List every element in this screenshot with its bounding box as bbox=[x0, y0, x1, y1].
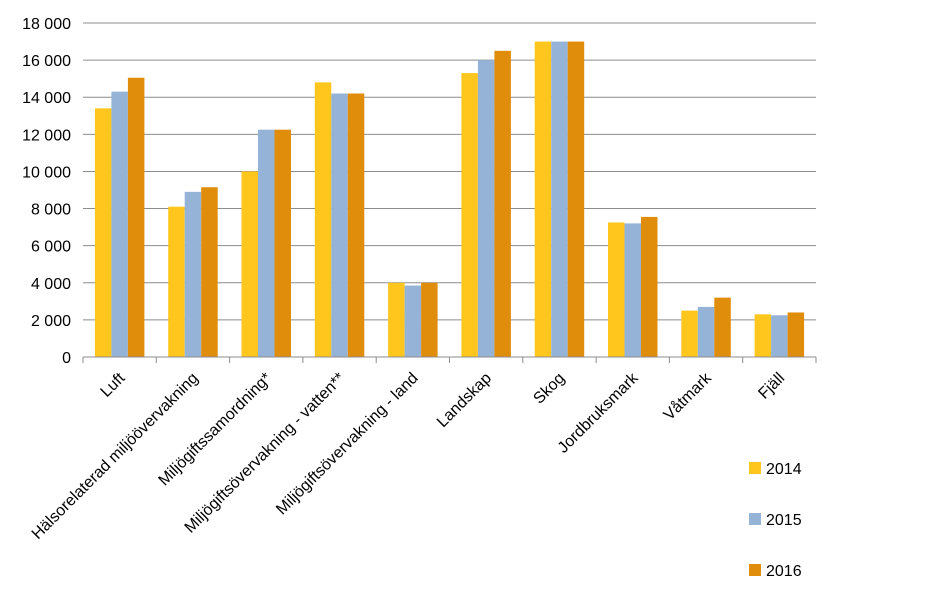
bar-2014 bbox=[388, 282, 405, 357]
legend-label-2014: 2014 bbox=[766, 461, 802, 478]
legend: 2014 2015 2016 bbox=[749, 461, 802, 580]
y-tick-label: 18 000 bbox=[22, 16, 71, 33]
x-category-label: Fjäll bbox=[755, 370, 788, 403]
bar-2014 bbox=[534, 41, 552, 358]
bar-2014 bbox=[94, 108, 112, 357]
bar-2016 bbox=[201, 187, 218, 357]
legend-swatch-2016 bbox=[749, 564, 761, 576]
bar-2014 bbox=[461, 73, 478, 357]
bar-2016 bbox=[641, 216, 658, 357]
x-category-label: Miljögiftsövervakning - vatten** bbox=[182, 370, 349, 537]
bar-2016 bbox=[347, 93, 365, 357]
bar-2016 bbox=[494, 50, 511, 357]
y-axis-ticks: 0 2 000 4 000 6 000 8 000 10 000 12 000 14 000 1… bbox=[22, 16, 71, 367]
y-tick-label: 0 bbox=[62, 350, 71, 367]
bar-2014 bbox=[681, 310, 698, 357]
bar-2014 bbox=[241, 171, 258, 357]
legend-swatch-2014 bbox=[749, 462, 761, 474]
bar-2015 bbox=[697, 306, 715, 357]
y-tick-label: 14 000 bbox=[22, 90, 71, 107]
bar-2015 bbox=[404, 285, 422, 357]
x-axis bbox=[82, 356, 817, 363]
legend-label-2016: 2016 bbox=[766, 563, 802, 580]
legend-label-2015: 2015 bbox=[766, 512, 802, 529]
bar-2015 bbox=[624, 223, 641, 357]
y-tick-label: 6 000 bbox=[31, 239, 71, 256]
bar-2016 bbox=[421, 282, 438, 357]
bar-2014 bbox=[754, 314, 772, 357]
bar-2015 bbox=[331, 93, 348, 357]
x-category-label: Våtmark bbox=[660, 368, 716, 424]
legend-swatch-2015 bbox=[749, 513, 761, 525]
y-tick-label: 16 000 bbox=[22, 53, 71, 70]
y-tick-label: 12 000 bbox=[22, 127, 71, 144]
bar-2015 bbox=[111, 91, 128, 358]
y-tick-label: 8 000 bbox=[31, 202, 71, 219]
y-tick-label: 4 000 bbox=[31, 276, 71, 293]
bar-2015 bbox=[184, 191, 202, 357]
bar-2016 bbox=[787, 312, 805, 357]
x-category-label: Skog bbox=[530, 370, 568, 408]
bar-2014 bbox=[314, 82, 332, 357]
x-category-label: Landskap bbox=[434, 370, 495, 431]
x-category-label: Miljögiftsövervakning - land bbox=[273, 370, 421, 518]
bar-2016 bbox=[567, 41, 585, 358]
bars bbox=[94, 41, 805, 358]
bar-2015 bbox=[551, 41, 568, 358]
bar-2015 bbox=[258, 129, 275, 357]
bar-2016 bbox=[127, 77, 145, 357]
bar-2016 bbox=[274, 129, 291, 357]
bar-2015 bbox=[771, 315, 788, 357]
bar-2016 bbox=[714, 297, 731, 357]
bar-2014 bbox=[608, 222, 625, 357]
y-tick-label: 10 000 bbox=[22, 164, 71, 181]
bar-2014 bbox=[168, 206, 185, 357]
bar-2015 bbox=[477, 60, 495, 357]
x-category-label: Luft bbox=[98, 369, 129, 400]
y-tick-label: 2 000 bbox=[31, 313, 71, 330]
